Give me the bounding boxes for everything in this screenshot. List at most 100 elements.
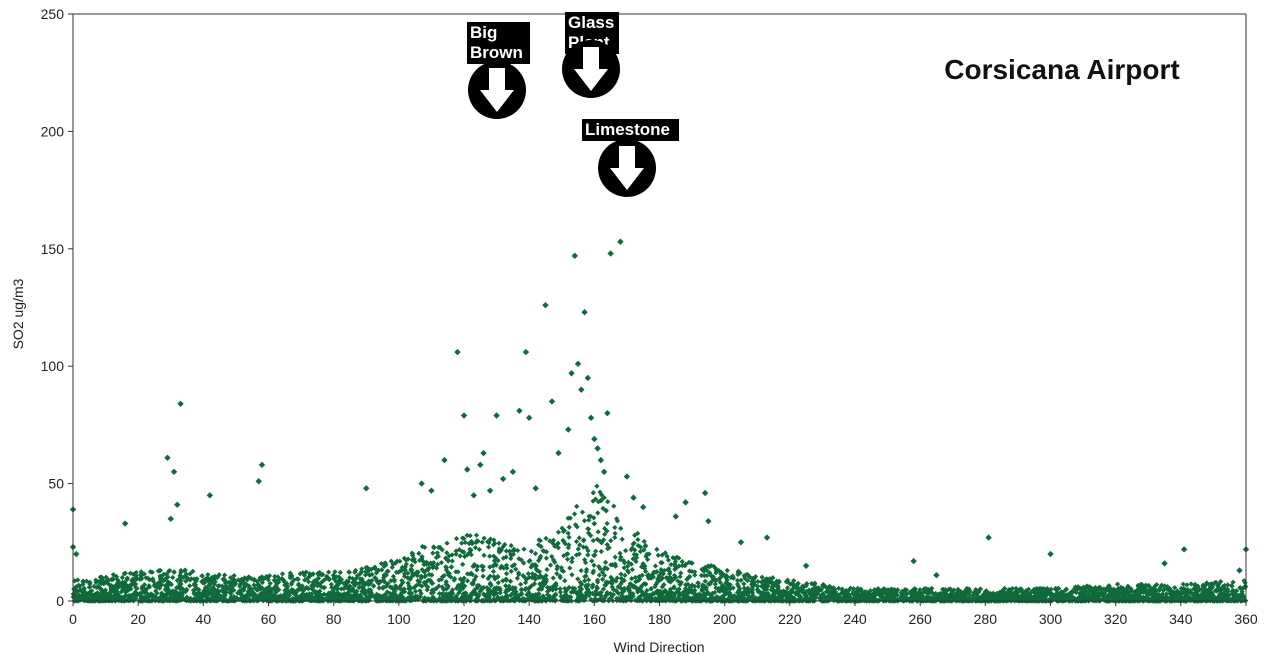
background-point [665,567,671,573]
background-point [1188,588,1194,594]
background-point [632,547,638,553]
background-point [632,585,639,591]
background-point [1188,581,1194,587]
background-point [1191,591,1197,597]
background-point [405,575,411,581]
background-point [460,585,466,592]
background-point [672,555,678,562]
background-point [416,579,423,585]
background-point [1075,584,1081,590]
background-point [516,556,522,562]
background-point [365,595,371,601]
background-point [1096,592,1102,598]
background-point [812,591,818,597]
background-point [461,549,467,555]
background-point [1063,586,1069,592]
background-point [237,583,243,589]
background-point [420,559,427,565]
background-point [702,595,709,601]
background-point [1105,594,1111,600]
background-point [390,561,396,567]
background-point [187,571,193,577]
background-point [331,576,337,582]
background-point [479,539,485,545]
background-point [538,574,544,580]
background-point [387,590,393,596]
background-point [851,586,857,592]
background-point [1222,582,1228,589]
background-point [1237,585,1243,591]
background-point [557,589,564,595]
background-point [114,576,120,582]
background-point [921,586,927,592]
background-point [591,521,597,527]
background-point [1072,584,1079,590]
background-point [146,576,152,582]
background-point [109,583,115,589]
background-point [1037,586,1043,593]
background-point [1199,586,1206,592]
background-point [684,576,690,583]
background-point [492,555,499,561]
background-point [286,593,292,599]
background-point [1081,586,1087,592]
background-point [405,595,411,601]
background-point [789,590,795,596]
background-point [695,580,701,586]
background-point [309,591,315,597]
background-point [702,564,708,570]
background-point [498,597,505,603]
background-point [700,567,706,573]
background-point [571,511,578,517]
background-point [633,555,640,561]
background-point [652,563,659,569]
background-point [581,518,588,524]
background-point [503,576,509,582]
background-point [259,579,265,586]
background-point [632,532,638,538]
background-point [491,596,497,602]
background-point [613,578,619,584]
background-point [661,582,667,588]
background-point [179,591,186,598]
background-point [263,586,269,592]
background-point [776,594,782,600]
background-point [494,597,500,603]
background-point [535,558,542,564]
background-point [637,576,643,582]
background-point [1037,594,1043,600]
background-point [333,593,340,599]
background-point [100,589,106,596]
background-point [700,583,706,590]
background-point [378,560,385,567]
background-point [336,578,342,584]
background-point [161,571,167,577]
background-point [604,528,610,534]
background-point [337,596,343,602]
background-point [1149,591,1155,597]
background-point [1135,582,1141,588]
background-point [953,593,959,599]
background-point [503,562,510,568]
background-point [325,597,331,603]
background-point [439,574,446,580]
background-point [389,592,395,599]
background-point [659,560,665,566]
background-point [569,559,575,565]
background-point [275,594,281,600]
background-point [618,525,624,531]
background-point [406,590,412,596]
background-point [107,590,113,596]
background-point [238,590,244,596]
background-point [389,585,395,591]
background-point [912,586,918,592]
background-point [354,580,360,587]
background-point [421,579,427,586]
background-point [585,530,592,536]
background-point [572,586,578,592]
background-point [1230,590,1236,597]
background-point [1078,586,1084,592]
background-point [280,593,286,600]
background-point [486,586,492,593]
background-point [480,573,486,579]
